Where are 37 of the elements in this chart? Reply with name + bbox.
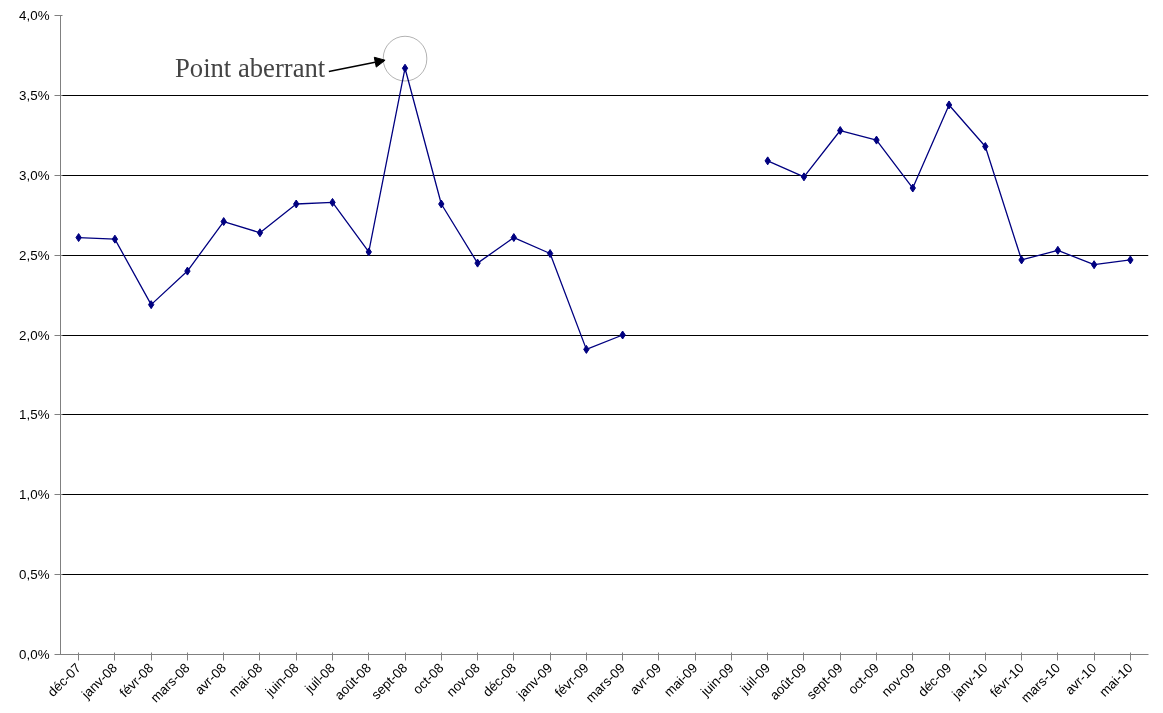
y-tick-label: 1,5% — [19, 407, 50, 423]
point — [873, 135, 880, 145]
y-tick-label: 0,5% — [19, 567, 50, 583]
point — [256, 228, 264, 238]
point — [909, 183, 916, 193]
point — [401, 63, 409, 73]
point — [148, 300, 155, 310]
point — [546, 249, 554, 259]
y-tick-label: 3,0% — [19, 167, 50, 183]
y-tick-label: 3,5% — [19, 87, 50, 103]
point — [365, 247, 372, 257]
point — [293, 199, 300, 209]
y-tick-label: 0,0% — [19, 647, 50, 662]
point — [438, 199, 445, 209]
point — [184, 266, 191, 276]
y-tick-label: 2,0% — [19, 327, 50, 343]
point — [510, 233, 517, 243]
point — [1090, 260, 1098, 270]
point — [837, 126, 844, 136]
point — [220, 217, 227, 227]
y-tick-label: 4,0% — [19, 8, 50, 23]
point — [474, 258, 481, 268]
point — [982, 141, 989, 151]
point — [764, 156, 771, 166]
point — [619, 330, 626, 340]
point — [329, 197, 336, 207]
point — [111, 234, 119, 244]
annotation: Point aberrant — [174, 53, 326, 84]
y-tick-label: 1,0% — [19, 487, 50, 503]
point — [1127, 255, 1134, 265]
point — [75, 233, 82, 243]
point — [1018, 255, 1025, 265]
point — [945, 100, 953, 110]
point — [583, 344, 590, 354]
point — [1054, 245, 1061, 255]
point — [800, 172, 808, 182]
y-tick-label: 2,5% — [19, 247, 50, 263]
